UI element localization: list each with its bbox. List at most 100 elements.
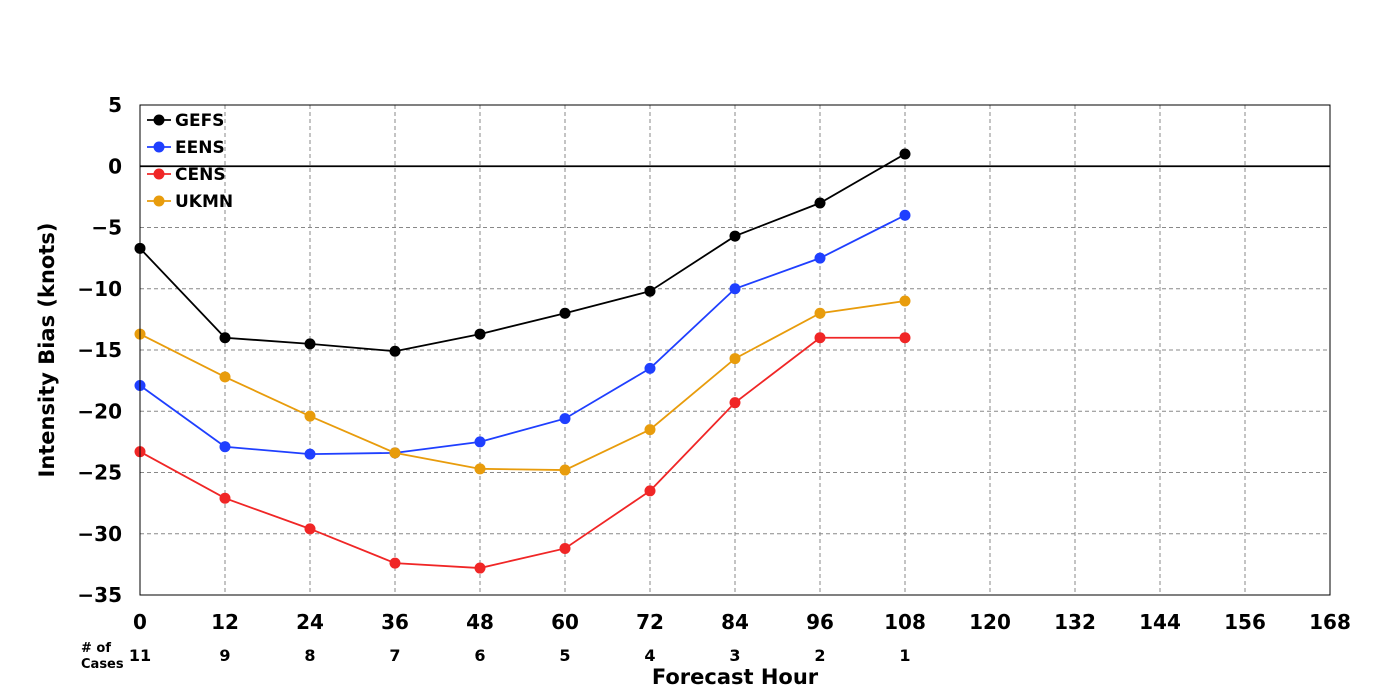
data-point-ukmn xyxy=(559,464,571,476)
legend-label: EENS xyxy=(175,138,225,158)
data-point-eens xyxy=(644,362,656,374)
legend-item-eens: EENS xyxy=(147,138,225,158)
x-tick-label: 60 xyxy=(551,610,579,634)
legend-label: UKMN xyxy=(175,192,233,212)
data-point-ukmn xyxy=(899,295,911,307)
x-tick-label: 72 xyxy=(636,610,664,634)
x-tick-label: 132 xyxy=(1054,610,1096,634)
y-tick-label: −35 xyxy=(77,583,122,607)
x-tick-label: 108 xyxy=(884,610,926,634)
data-point-gefs xyxy=(474,328,486,340)
y-tick-label: −15 xyxy=(77,338,122,362)
x-tick-label: 48 xyxy=(466,610,494,634)
data-point-gefs xyxy=(389,345,401,357)
case-count-label: 3 xyxy=(729,646,740,665)
series-line-gefs xyxy=(139,153,906,353)
y-tick-label: −10 xyxy=(77,277,122,301)
data-point-eens xyxy=(304,448,316,460)
data-point-eens xyxy=(814,252,826,264)
data-point-cens xyxy=(814,332,826,344)
data-point-eens xyxy=(219,441,231,453)
data-point-cens xyxy=(474,562,486,574)
case-count-label: 11 xyxy=(129,646,151,665)
data-point-ukmn xyxy=(304,410,316,422)
data-point-ukmn xyxy=(729,353,741,365)
data-point-gefs xyxy=(219,332,231,344)
x-tick-label: 144 xyxy=(1139,610,1181,634)
legend-label: CENS xyxy=(175,165,226,185)
data-point-ukmn xyxy=(814,307,826,319)
x-tick-label: 24 xyxy=(296,610,324,634)
y-tick-label: −5 xyxy=(91,216,122,240)
case-count-label: 6 xyxy=(474,646,485,665)
data-point-gefs xyxy=(729,230,741,242)
legend: GEFS EENS CENS UKMN xyxy=(147,111,233,212)
data-point-cens xyxy=(304,523,316,535)
legend-item-gefs: GEFS xyxy=(147,111,224,131)
data-point-cens xyxy=(899,332,911,344)
series-line-cens xyxy=(139,336,905,569)
x-tick-label: 120 xyxy=(969,610,1011,634)
legend-marker xyxy=(153,195,165,207)
legend-marker xyxy=(153,114,165,126)
data-point-eens xyxy=(559,413,571,425)
data-point-ukmn xyxy=(389,447,401,459)
data-point-ukmn xyxy=(474,463,486,475)
data-point-eens xyxy=(474,436,486,448)
y-tick-label: −30 xyxy=(77,522,122,546)
y-tick-label: 0 xyxy=(108,154,122,178)
x-axis-title: Forecast Hour xyxy=(652,665,819,689)
cases-title-line2: Cases xyxy=(81,657,124,672)
data-point-gefs xyxy=(814,197,826,209)
data-point-gefs xyxy=(644,285,656,297)
x-tick-label: 12 xyxy=(211,610,239,634)
data-point-cens xyxy=(559,542,571,554)
data-point-eens xyxy=(899,209,911,221)
case-count-label: 1 xyxy=(899,646,910,665)
y-axis-title: Intensity Bias (knots) xyxy=(35,223,59,478)
case-count-label: 9 xyxy=(219,646,230,665)
cases-row: # of Cases 11 9 8 7 6 5 4 3 2 1 xyxy=(81,641,911,672)
data-point-eens xyxy=(729,283,741,295)
legend-label: GEFS xyxy=(175,111,224,131)
x-tick-label: 36 xyxy=(381,610,409,634)
x-tick-label: 84 xyxy=(721,610,749,634)
x-tick-label: 156 xyxy=(1224,610,1266,634)
series-ukmn xyxy=(134,295,911,476)
x-tick-label: 0 xyxy=(133,610,147,634)
data-point-ukmn xyxy=(644,424,656,436)
grid xyxy=(140,105,1330,595)
data-point-cens xyxy=(389,557,401,569)
series-line-ukmn xyxy=(139,300,906,471)
series-layer xyxy=(134,148,911,574)
data-point-cens xyxy=(644,485,656,497)
series-line-eens xyxy=(139,214,906,456)
data-point-cens xyxy=(219,492,231,504)
data-point-ukmn xyxy=(219,371,231,383)
series-eens xyxy=(134,209,911,460)
case-count-label: 2 xyxy=(814,646,825,665)
series-gefs xyxy=(134,148,911,357)
data-point-gefs xyxy=(559,307,571,319)
case-count-label: 8 xyxy=(304,646,315,665)
y-tick-label: −25 xyxy=(77,461,122,485)
series-cens xyxy=(134,332,911,574)
data-point-cens xyxy=(729,397,741,409)
case-count-label: 5 xyxy=(559,646,570,665)
legend-marker xyxy=(153,141,165,153)
legend-item-ukmn: UKMN xyxy=(147,192,233,212)
y-tick-labels: 5 0 −5 −10 −15 −20 −25 −30 −35 xyxy=(77,93,122,607)
y-tick-label: −20 xyxy=(77,399,122,423)
x-tick-labels: 0 12 24 36 48 60 72 84 96 108 120 132 144 156 168 xyxy=(133,610,1351,634)
x-tick-label: 96 xyxy=(806,610,834,634)
data-point-gefs xyxy=(304,338,316,350)
data-point-gefs xyxy=(899,148,911,160)
legend-item-cens: CENS xyxy=(147,165,226,185)
case-count-label: 7 xyxy=(389,646,400,665)
plot-frame xyxy=(139,104,1331,596)
cases-title-line1: # of xyxy=(81,641,111,656)
legend-marker xyxy=(153,168,165,180)
case-count-label: 4 xyxy=(644,646,655,665)
x-tick-label: 168 xyxy=(1309,610,1351,634)
